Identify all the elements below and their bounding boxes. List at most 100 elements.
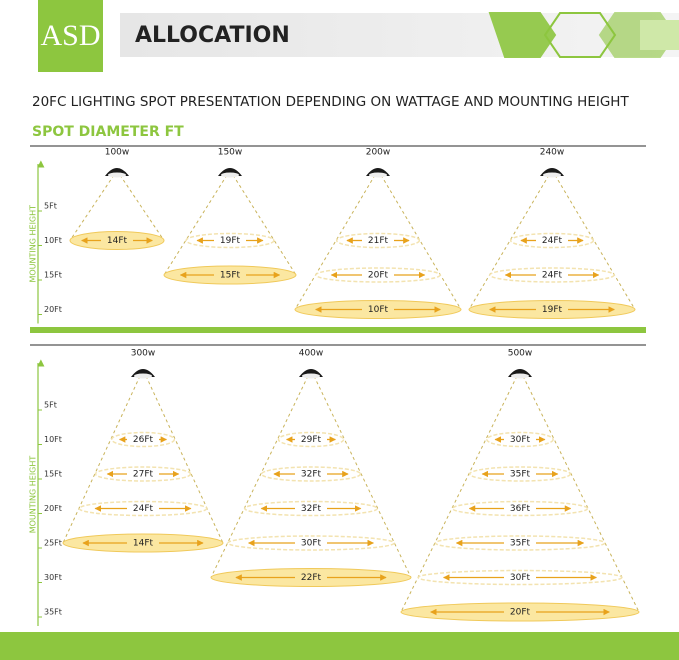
wattage: 400w bbox=[299, 349, 324, 359]
lamp-lens bbox=[543, 172, 561, 178]
height-label: 20Ft bbox=[44, 305, 62, 314]
cone-edge bbox=[119, 174, 165, 241]
spot-fill bbox=[210, 568, 412, 587]
height-label: 5Ft bbox=[44, 401, 57, 410]
cone-edge bbox=[69, 174, 115, 241]
cone-edge bbox=[380, 174, 462, 310]
logo: ASD bbox=[40, 19, 100, 52]
spot-label: 35Ft bbox=[510, 539, 531, 549]
axis-label: MOUNTING HEIGHT bbox=[29, 456, 38, 534]
wattage: 100w bbox=[105, 148, 130, 158]
panels: MOUNTING HEIGHT 5Ft 10Ft 15Ft 20Ft 100w 14Ft 15… bbox=[29, 145, 646, 626]
cone-edge bbox=[468, 174, 550, 310]
spot-label: 29Ft bbox=[301, 435, 322, 445]
spot-fill bbox=[69, 231, 165, 250]
spot-ring bbox=[486, 431, 554, 448]
title: ALLOCATION bbox=[135, 23, 290, 48]
lamp-lens bbox=[108, 172, 126, 178]
spot-label: 27Ft bbox=[133, 470, 154, 480]
spot-fill bbox=[468, 300, 636, 319]
spot-ring bbox=[417, 569, 623, 586]
section-title: SPOT DIAMETER FT bbox=[32, 124, 184, 140]
height-label: 5Ft bbox=[44, 202, 57, 211]
spot-ring bbox=[277, 431, 345, 448]
panel-bar bbox=[30, 327, 646, 333]
cone-edge bbox=[145, 375, 224, 544]
spot-label: 32Ft bbox=[301, 470, 322, 480]
cone-edge bbox=[313, 375, 412, 578]
hex-decoration bbox=[488, 12, 679, 58]
height-label: 10Ft bbox=[44, 435, 62, 444]
spot-ring bbox=[489, 267, 615, 283]
spot-label: 26Ft bbox=[133, 435, 154, 445]
spot-fill bbox=[62, 533, 224, 553]
wattage: 500w bbox=[508, 349, 533, 359]
spot-label: 35Ft bbox=[510, 470, 531, 480]
spot-label: 15Ft bbox=[220, 271, 241, 281]
lamp-lens bbox=[302, 373, 320, 379]
spot-label: 24Ft bbox=[133, 504, 154, 514]
spot-ring bbox=[315, 267, 441, 283]
spot-label: 20Ft bbox=[510, 608, 531, 618]
height-label: 25Ft bbox=[44, 539, 62, 548]
lamp-lens bbox=[511, 373, 529, 379]
lamp-lens bbox=[134, 373, 152, 379]
spot-label: 24Ft bbox=[542, 271, 563, 281]
spot-ring bbox=[509, 232, 595, 249]
spot-ring bbox=[110, 431, 176, 448]
lamp-lens bbox=[221, 172, 239, 178]
cone-edge bbox=[522, 375, 640, 613]
axis-label: MOUNTING HEIGHT bbox=[29, 205, 38, 283]
spot-label: 24Ft bbox=[542, 236, 563, 246]
cone-edge bbox=[232, 174, 297, 276]
spot-label: 30Ft bbox=[301, 539, 322, 549]
spot-ring bbox=[260, 466, 362, 482]
spot-ring bbox=[227, 535, 395, 551]
spot-label: 30Ft bbox=[510, 573, 531, 583]
height-label: 15Ft bbox=[44, 470, 62, 479]
title-bar bbox=[120, 13, 679, 57]
spot-fill bbox=[400, 602, 640, 622]
logo-box bbox=[38, 0, 103, 72]
height-label: 30Ft bbox=[44, 573, 62, 582]
cone-edge bbox=[294, 174, 376, 310]
height-label: 15Ft bbox=[44, 271, 62, 280]
spot-label: 20Ft bbox=[368, 271, 389, 281]
spot-ring bbox=[94, 466, 192, 482]
wattage: 240w bbox=[540, 148, 565, 158]
spot-label: 36Ft bbox=[510, 504, 531, 514]
spot-label: 19Ft bbox=[220, 236, 241, 246]
wattage: 150w bbox=[218, 148, 243, 158]
spot-ring bbox=[335, 232, 421, 249]
subtitle: 20FC LIGHTING SPOT PRESENTATION DEPENDIN… bbox=[32, 94, 629, 110]
height-label: 35Ft bbox=[44, 608, 62, 617]
cone-edge bbox=[163, 174, 228, 276]
spot-label: 32Ft bbox=[301, 504, 322, 514]
spot-ring bbox=[185, 232, 275, 249]
wattage: 300w bbox=[131, 349, 156, 359]
spot-label: 22Ft bbox=[301, 573, 322, 583]
spot-ring bbox=[243, 500, 379, 517]
height-label: 10Ft bbox=[44, 236, 62, 245]
spot-ring bbox=[451, 500, 589, 517]
spot-ring bbox=[78, 500, 208, 517]
spot-label: 19Ft bbox=[542, 305, 563, 315]
spot-label: 10Ft bbox=[368, 305, 389, 315]
cone-edge bbox=[400, 375, 518, 613]
cone-edge bbox=[62, 375, 141, 544]
spot-ring bbox=[468, 466, 572, 482]
spot-label: 21Ft bbox=[368, 236, 389, 246]
spot-ring bbox=[434, 535, 606, 551]
cone-edge bbox=[554, 174, 636, 310]
height-label: 20Ft bbox=[44, 504, 62, 513]
spot-label: 30Ft bbox=[510, 435, 531, 445]
footer-bar bbox=[0, 632, 679, 660]
spot-fill bbox=[294, 300, 462, 319]
spot-label: 14Ft bbox=[133, 539, 154, 549]
lamp-lens bbox=[369, 172, 387, 178]
cone-edge bbox=[210, 375, 309, 578]
spot-label: 14Ft bbox=[107, 236, 128, 246]
spot-fill bbox=[163, 265, 297, 285]
wattage: 200w bbox=[366, 148, 391, 158]
